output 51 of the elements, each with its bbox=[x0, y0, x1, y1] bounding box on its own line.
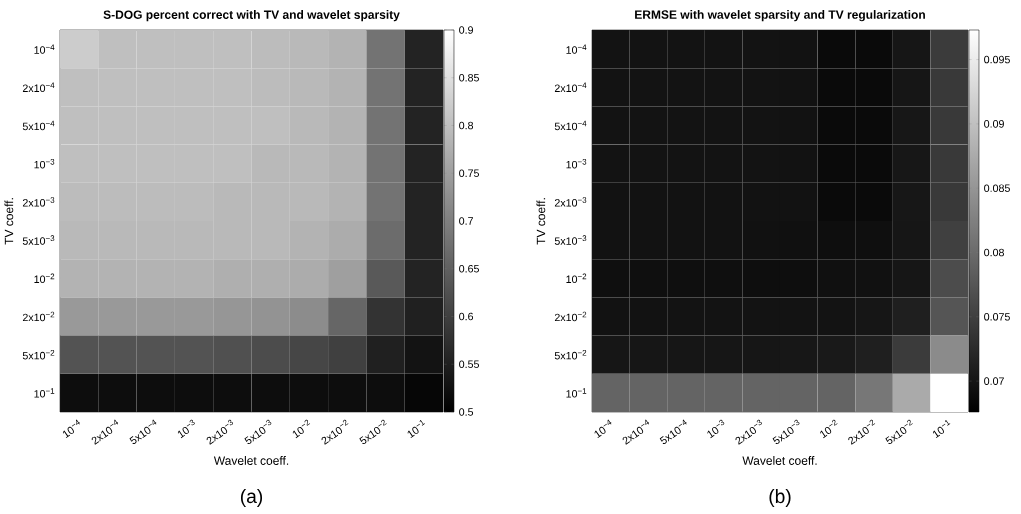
y-tick-label: 10$^{−4}$ bbox=[566, 44, 587, 54]
color-bar-label: 0.9 bbox=[459, 26, 474, 34]
y-tick-label: 10$^{−3}$ bbox=[34, 158, 55, 169]
y-tick-label: 10$^{−1}$ bbox=[34, 388, 55, 398]
chart-title: S-DOG percent correct with TV and wavelet sparsity bbox=[103, 10, 400, 22]
x-tick-label: 10$^{−3}$ bbox=[177, 419, 195, 439]
x-axis-title: Wavelet coeff. bbox=[742, 456, 817, 465]
y-tick-label: 10$^{−3}$ bbox=[566, 158, 587, 169]
chart-title: ERMSE with wavelet sparsity and TV regularization bbox=[635, 10, 925, 22]
text: (b) bbox=[769, 489, 791, 507]
y-tick-label: 2x10$^{−3}$ bbox=[22, 197, 55, 207]
x-tick-label: 10$^{−2}$ bbox=[820, 419, 838, 439]
color-bar-label: 0.55 bbox=[459, 360, 479, 369]
y-tick-label: 2x10$^{−3}$ bbox=[554, 197, 587, 207]
color-bar-label: 0.85 bbox=[459, 73, 479, 82]
y-axis-title: TV coeff. bbox=[4, 198, 14, 245]
x-tick-label: 10$^{−3}$ bbox=[707, 419, 725, 439]
color-bar-label: 0.07 bbox=[984, 377, 1004, 385]
color-bar-label: 0.08 bbox=[984, 248, 1004, 257]
color-bar-label: 0.085 bbox=[984, 184, 1010, 192]
x-tick-label: 10$^{−1}$ bbox=[407, 419, 425, 439]
y-tick-label: 2x10$^{−2}$ bbox=[554, 311, 587, 322]
y-tick-label: 10$^{−1}$ bbox=[566, 388, 587, 398]
y-tick-label: 10$^{−4}$ bbox=[34, 44, 55, 54]
y-tick-label: 5x10$^{−4}$ bbox=[554, 120, 587, 131]
y-tick-label: 2x10$^{−4}$ bbox=[554, 82, 587, 92]
x-tick-label: 10$^{−4}$ bbox=[62, 419, 80, 439]
x-tick-label: 10$^{−1}$ bbox=[932, 419, 951, 439]
color-bar-label: 0.095 bbox=[984, 55, 1010, 64]
color-bar-label: 0.6 bbox=[459, 312, 474, 321]
color-bar-label: 0.75 bbox=[459, 169, 479, 178]
y-tick-label: 10$^{−2}$ bbox=[566, 273, 587, 284]
x-axis-title: Wavelet coeff. bbox=[213, 456, 289, 465]
y-tick-label: 5x10$^{−3}$ bbox=[554, 235, 587, 245]
y-tick-label: 5x10$^{−2}$ bbox=[554, 349, 587, 360]
x-tick-label: 10$^{−4}$ bbox=[594, 419, 612, 439]
y-tick-label: 5x10$^{−2}$ bbox=[22, 349, 55, 360]
color-bar-label: 0.5 bbox=[459, 408, 474, 416]
color-bar-label: 0.7 bbox=[459, 217, 473, 225]
y-tick-label: 10$^{−2}$ bbox=[34, 273, 55, 284]
text: (a) bbox=[240, 489, 263, 507]
color-bar-label: 0.075 bbox=[984, 313, 1010, 321]
color-bar-label: 0.09 bbox=[984, 120, 1004, 128]
x-tick-label: 10$^{−2}$ bbox=[292, 419, 311, 439]
y-tick-label: 2x10$^{−2}$ bbox=[22, 311, 55, 322]
color-bar-label: 0.65 bbox=[459, 264, 479, 273]
y-tick-label: 5x10$^{−4}$ bbox=[22, 120, 55, 131]
color-bar-label: 0.8 bbox=[459, 121, 474, 130]
y-tick-label: 5x10$^{−3}$ bbox=[22, 235, 55, 245]
y-tick-label: 2x10$^{−4}$ bbox=[22, 82, 55, 92]
y-axis-title: TV coeff. bbox=[536, 198, 546, 245]
